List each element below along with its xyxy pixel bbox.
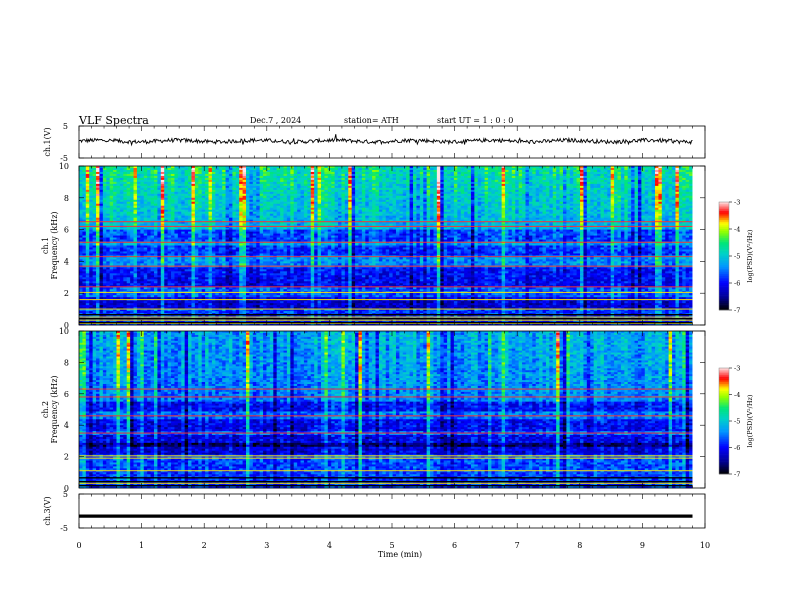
ch1-waveform-panel: 5-5ch.1(V) [43,122,705,163]
figure-title: VLF Spectra [78,114,149,127]
station-label: station= ATH [344,116,399,125]
ch1-spectrogram-cells [79,166,693,325]
ch1-waveform-trace [79,134,693,145]
date-label: Dec.7 , 2024 [250,116,301,125]
ch1-waveform-ylabel: ch.1(V) [43,127,52,156]
ch1-waveform-ytick-label: 5 [63,122,68,131]
start-ut-label: start UT = 1 : 0 : 0 [437,116,513,125]
